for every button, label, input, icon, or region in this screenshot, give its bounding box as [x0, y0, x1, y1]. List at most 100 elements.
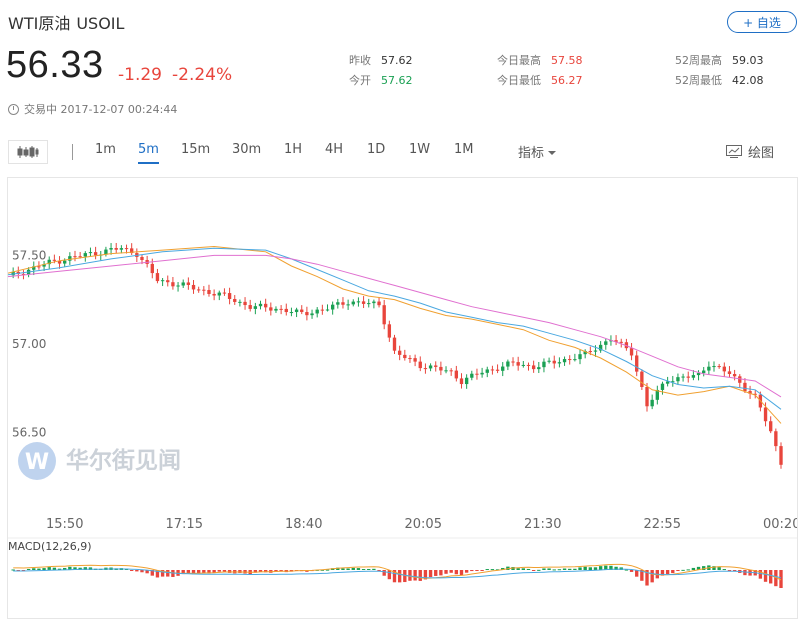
macd-bar [495, 569, 500, 571]
candle-body [418, 361, 422, 369]
macd-bar [325, 569, 330, 571]
macd-dea-line [13, 568, 782, 579]
candle-body [676, 377, 680, 382]
candle-body [511, 361, 515, 363]
candle-body [439, 366, 443, 371]
candle-body [578, 354, 582, 360]
candle-body [382, 305, 386, 325]
chart-toolbar: 1m 5m 15m 30m 1H 4H 1D 1W 1M 指标 绘图 [8, 138, 798, 166]
timeframe-1mo[interactable]: 1M [454, 142, 474, 157]
candle-body [68, 256, 72, 261]
add-watchlist-button[interactable]: + 自选 [727, 11, 797, 33]
candle-body [604, 341, 608, 345]
timeframe-30m[interactable]: 30m [232, 142, 262, 157]
candle-body [696, 373, 701, 376]
stat-open: 今开 57.62 [349, 74, 413, 87]
macd-bar [377, 570, 381, 571]
macd-bar [665, 570, 670, 575]
macd-bar [769, 570, 773, 584]
macd-bar [351, 567, 355, 570]
macd-bar [681, 569, 685, 571]
candle-body [150, 263, 154, 274]
macd-bar [320, 569, 325, 571]
draw-button[interactable]: 绘图 [726, 142, 774, 161]
timeframe-1m[interactable]: 1m [95, 142, 116, 157]
candle-body [104, 249, 108, 255]
macd-bar [63, 567, 67, 570]
timeframe-15m[interactable]: 15m [181, 142, 211, 157]
change-value: -1.29 [118, 65, 162, 85]
price-chart[interactable]: W 华尔街见闻 57.50 57.00 56.50 15:50 17:15 18:40 2… [7, 178, 800, 618]
candle-body [47, 259, 51, 265]
macd-bar [166, 570, 170, 577]
macd-bar [361, 569, 366, 571]
timeframe-1h[interactable]: 1H [284, 142, 303, 157]
candle-body [83, 253, 87, 257]
macd-bar [552, 569, 556, 571]
macd-bar [660, 570, 665, 576]
y-tick-label: 56.50 [12, 425, 46, 439]
candle-body [671, 381, 675, 383]
watermark-logo-icon [18, 442, 56, 480]
macd-bar [57, 568, 62, 570]
candle-body [269, 307, 273, 311]
macd-bar [454, 570, 459, 575]
x-tick-label: 20:05 [405, 517, 442, 532]
macd-bar [356, 568, 361, 570]
x-tick-label: 15:50 [46, 517, 83, 532]
candle-body [367, 303, 371, 305]
candle-body [212, 293, 216, 296]
macd-bar [253, 570, 258, 573]
candle-body [562, 359, 567, 363]
candle-body [351, 301, 355, 305]
macd-bar [480, 570, 484, 571]
timeframe-5m[interactable]: 5m [138, 142, 159, 164]
macd-bar [439, 570, 443, 576]
candle-body [717, 366, 721, 368]
candle-body [665, 381, 670, 384]
timeframe-4h[interactable]: 4H [325, 142, 344, 157]
stat-52w-low: 52周最低 42.08 [675, 74, 764, 87]
watermark-logo-letter: W [25, 450, 49, 475]
timeframe-1d[interactable]: 1D [367, 142, 386, 157]
candle-body [691, 375, 696, 378]
candle-body [37, 266, 41, 268]
candle-body [712, 366, 716, 368]
macd-bar [130, 570, 134, 571]
candle-body [464, 377, 469, 385]
candle-body [160, 280, 165, 282]
candle-body [263, 303, 268, 308]
candle-body [253, 306, 258, 309]
candle-body [294, 309, 299, 313]
candle-body [279, 308, 283, 310]
macd-label: MACD(12,26,9) [8, 540, 92, 553]
macd-bar [671, 570, 675, 574]
candle-body [769, 421, 773, 432]
candle-body [748, 391, 752, 394]
macd-bar [774, 570, 778, 587]
macd-bar [392, 570, 397, 583]
macd-bar [212, 570, 216, 574]
macd-bar [604, 565, 608, 570]
candle-body [310, 313, 314, 316]
indicator-dropdown[interactable]: 指标 [518, 142, 557, 161]
candle-body [289, 312, 294, 314]
macd-bar [140, 570, 144, 573]
timeframe-1w[interactable]: 1W [409, 142, 431, 157]
macd-bar [258, 570, 263, 572]
candle-body [176, 285, 180, 287]
y-tick-label: 57.50 [12, 248, 46, 262]
instrument-symbol: USOIL [76, 14, 125, 33]
candle-body [614, 340, 618, 342]
macd-bar [341, 568, 345, 570]
ma-line [7, 254, 782, 398]
macd-bar [32, 568, 36, 570]
candle-body [619, 341, 623, 343]
candle-body [531, 365, 536, 370]
candle-body [763, 407, 768, 422]
chart-panel[interactable]: W 华尔街见闻 57.50 57.00 56.50 15:50 17:15 18:40 2… [7, 177, 800, 619]
candle-body [413, 358, 417, 362]
macd-bar [73, 567, 77, 570]
chart-type-button[interactable] [8, 140, 48, 164]
macd-bar [609, 565, 613, 570]
